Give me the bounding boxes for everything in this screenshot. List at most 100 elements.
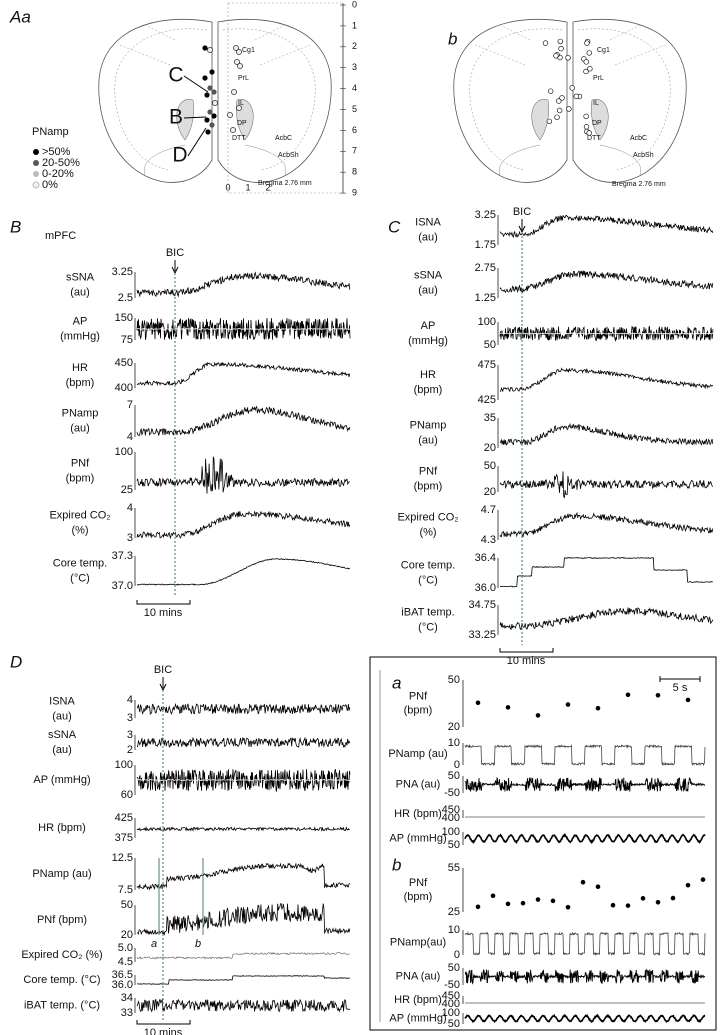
tick-label: 3 (127, 712, 133, 724)
bregma-label: Bregma 2.76 mm (258, 180, 312, 187)
drug-label: BIC (154, 664, 172, 676)
depth-label: 1 (352, 20, 357, 30)
tick-label: 1.75 (475, 239, 496, 251)
brain-contour (144, 24, 176, 41)
row-label: HR (72, 362, 88, 374)
trace (499, 325, 714, 342)
site-label: C (168, 64, 183, 87)
tick-label: 400 (442, 812, 460, 824)
panel-label: D (10, 652, 22, 671)
panel-label: b (392, 855, 401, 874)
atlas-grid (227, 2, 344, 194)
tick-label: 2.75 (475, 262, 496, 274)
drug-label: BIC (513, 206, 531, 218)
trace (136, 998, 351, 1013)
site-dot (554, 114, 560, 120)
tick-label: 34 (121, 992, 133, 1004)
trace (136, 862, 350, 891)
brain-contour (499, 24, 531, 41)
row-label: PNamp(au) (390, 936, 446, 948)
tick-label: 0 (454, 759, 460, 771)
tick-label: 2 (127, 744, 133, 756)
tick-label: 25 (121, 484, 133, 496)
dot (610, 902, 616, 908)
trace (136, 952, 351, 960)
site-dot (227, 112, 233, 118)
trace (499, 270, 714, 294)
region-label: PrL (238, 75, 249, 82)
tick-label: 50 (448, 839, 460, 851)
trace (136, 558, 351, 586)
region-label: DTT (232, 135, 246, 142)
row-label: (%) (419, 526, 436, 538)
panel-label: C (388, 217, 401, 236)
dot (490, 893, 496, 899)
row-label: (au) (70, 422, 90, 434)
row-label: ISNA (49, 695, 75, 707)
row-label: PNamp (410, 419, 447, 431)
lateral-label: 2 (265, 182, 270, 192)
tick-label: 20 (448, 721, 460, 733)
site-label: B (169, 106, 183, 129)
panel-label: Aa (9, 7, 31, 26)
legend-dot (32, 181, 40, 189)
tick-label: 400 (115, 382, 133, 394)
region-label: PrL (593, 75, 604, 82)
row-label: (au) (418, 231, 438, 243)
dot (595, 884, 601, 889)
site-dot (207, 109, 213, 115)
trace (137, 975, 350, 985)
tick-label: 50 (484, 339, 496, 351)
brain-contour (599, 144, 641, 176)
site-dot (546, 118, 553, 125)
scale-bar (136, 600, 191, 605)
tick-label: 3.25 (112, 266, 133, 278)
tick-label: 50 (448, 962, 460, 974)
site-pointer (183, 75, 209, 93)
dot (475, 904, 481, 910)
tick-label: 60 (121, 789, 133, 801)
row-label: iBAT temp. (401, 606, 454, 618)
site-dot (234, 59, 240, 65)
row-label: PNamp (62, 407, 99, 419)
tick-label: 150 (115, 312, 133, 324)
site-dot (558, 45, 564, 52)
site-dot (559, 95, 565, 101)
dot (640, 896, 646, 901)
tick-label: 4.7 (481, 504, 496, 516)
tick-label: 100 (115, 759, 133, 771)
region-label: DP (592, 120, 602, 127)
site-dot (569, 85, 575, 91)
site-dot (202, 75, 208, 81)
scale-bar (659, 676, 701, 682)
row-label: AP (mmHg) (389, 832, 446, 844)
dot (685, 697, 691, 703)
tick-label: 50 (448, 1018, 460, 1030)
tick-label: 37.0 (112, 580, 133, 592)
site-dot (230, 127, 236, 133)
tick-label: 20 (484, 486, 496, 498)
dot (595, 705, 601, 711)
trace (136, 456, 350, 494)
tick-label: 4.5 (118, 956, 133, 968)
lateral-label: 1 (245, 182, 250, 192)
dot (700, 877, 706, 882)
depth-label: 4 (352, 83, 357, 93)
site-pointer (183, 116, 207, 119)
row-label: Core temp. (401, 559, 455, 571)
row-label: (bpm) (66, 377, 95, 389)
trace (499, 214, 714, 239)
brain-contour (469, 28, 563, 171)
legend-item: 0-20% (42, 168, 74, 180)
tick-label: 36.5 (112, 969, 133, 981)
trace (136, 405, 351, 437)
site-dot (573, 93, 579, 100)
dot (655, 899, 661, 905)
brain-contour (254, 24, 286, 41)
row-label: PNA (au) (396, 778, 441, 790)
depth-label: 5 (352, 104, 357, 114)
dot (655, 692, 661, 698)
row-label: sSNA (66, 271, 95, 283)
row-label: PNf (409, 877, 428, 889)
site-dot (586, 130, 592, 136)
